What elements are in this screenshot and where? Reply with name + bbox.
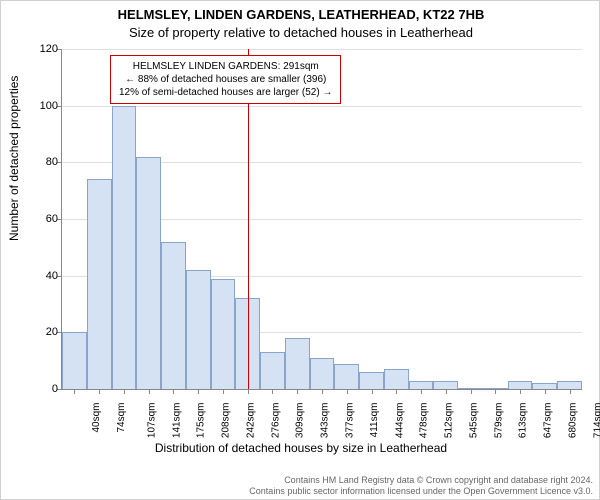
x-tick-label: 680sqm [567, 403, 578, 439]
histogram-bar [136, 157, 161, 389]
x-tick-label: 545sqm [468, 403, 479, 439]
gridline [62, 49, 582, 50]
x-tick-label: 444sqm [394, 403, 405, 439]
y-tick-label: 80 [18, 156, 58, 168]
histogram-bar [285, 338, 310, 389]
x-tick [372, 389, 373, 394]
x-tick [545, 389, 546, 394]
histogram-bar [433, 381, 458, 390]
x-tick [421, 389, 422, 394]
x-tick-label: 175sqm [196, 403, 207, 439]
attribution-line: Contains HM Land Registry data © Crown c… [249, 475, 593, 486]
chart-title-line2: Size of property relative to detached ho… [1, 25, 600, 40]
chart-container: HELMSLEY, LINDEN GARDENS, LEATHERHEAD, K… [0, 0, 600, 500]
x-tick [471, 389, 472, 394]
x-tick-label: 309sqm [295, 403, 306, 439]
x-tick-label: 107sqm [146, 403, 157, 439]
x-tick [198, 389, 199, 394]
chart-title-line1: HELMSLEY, LINDEN GARDENS, LEATHERHEAD, K… [1, 7, 600, 22]
y-tick-label: 40 [18, 270, 58, 282]
histogram-bar [384, 369, 409, 389]
histogram-bar [359, 372, 384, 389]
x-tick [347, 389, 348, 394]
x-tick-label: 411sqm [369, 403, 380, 438]
histogram-bar [62, 332, 87, 389]
x-tick [570, 389, 571, 394]
histogram-bar [310, 358, 335, 389]
x-tick [396, 389, 397, 394]
x-tick-label: 276sqm [270, 403, 281, 439]
plot-area: 02040608010012040sqm74sqm107sqm141sqm175… [61, 49, 582, 390]
x-tick [520, 389, 521, 394]
x-tick [446, 389, 447, 394]
histogram-bar [87, 179, 112, 389]
x-tick [74, 389, 75, 394]
histogram-bar [112, 106, 137, 389]
y-tick-label: 0 [18, 383, 58, 395]
x-tick-label: 74sqm [116, 403, 127, 433]
x-tick [124, 389, 125, 394]
histogram-bar [334, 364, 359, 390]
histogram-bar [211, 279, 236, 390]
attribution-line: Contains public sector information licen… [249, 486, 593, 497]
x-tick-label: 714sqm [592, 403, 600, 439]
histogram-bar [508, 381, 533, 390]
x-tick-label: 141sqm [171, 403, 182, 439]
histogram-bar [161, 242, 186, 389]
x-tick-label: 478sqm [419, 403, 430, 439]
y-tick-label: 20 [18, 326, 58, 338]
x-tick [248, 389, 249, 394]
x-tick-label: 579sqm [493, 403, 504, 439]
x-tick-label: 512sqm [444, 403, 455, 439]
x-tick-label: 208sqm [221, 403, 232, 439]
annotation-line: ← 88% of detached houses are smaller (39… [119, 73, 332, 86]
histogram-bar [409, 381, 434, 390]
histogram-bar [260, 352, 285, 389]
x-tick-label: 613sqm [518, 403, 529, 439]
x-tick [272, 389, 273, 394]
x-tick [495, 389, 496, 394]
x-tick-label: 647sqm [543, 403, 554, 439]
y-tick-label: 60 [18, 213, 58, 225]
x-tick [223, 389, 224, 394]
y-tick-label: 120 [18, 43, 58, 55]
x-tick-label: 377sqm [345, 403, 356, 439]
x-tick-label: 343sqm [320, 403, 331, 439]
gridline [62, 106, 582, 107]
histogram-bar [186, 270, 211, 389]
x-tick-label: 40sqm [91, 403, 102, 433]
x-tick [322, 389, 323, 394]
y-tick-label: 100 [18, 100, 58, 112]
x-tick [99, 389, 100, 394]
attribution-text: Contains HM Land Registry data © Crown c… [249, 475, 593, 497]
histogram-bar [557, 381, 582, 390]
x-tick [297, 389, 298, 394]
x-axis-label: Distribution of detached houses by size … [1, 441, 600, 455]
annotation-line: HELMSLEY LINDEN GARDENS: 291sqm [119, 60, 332, 73]
x-tick [173, 389, 174, 394]
x-tick-label: 242sqm [246, 403, 257, 439]
annotation-line: 12% of semi-detached houses are larger (… [119, 86, 332, 99]
x-tick [149, 389, 150, 394]
annotation-box: HELMSLEY LINDEN GARDENS: 291sqm← 88% of … [110, 55, 341, 104]
